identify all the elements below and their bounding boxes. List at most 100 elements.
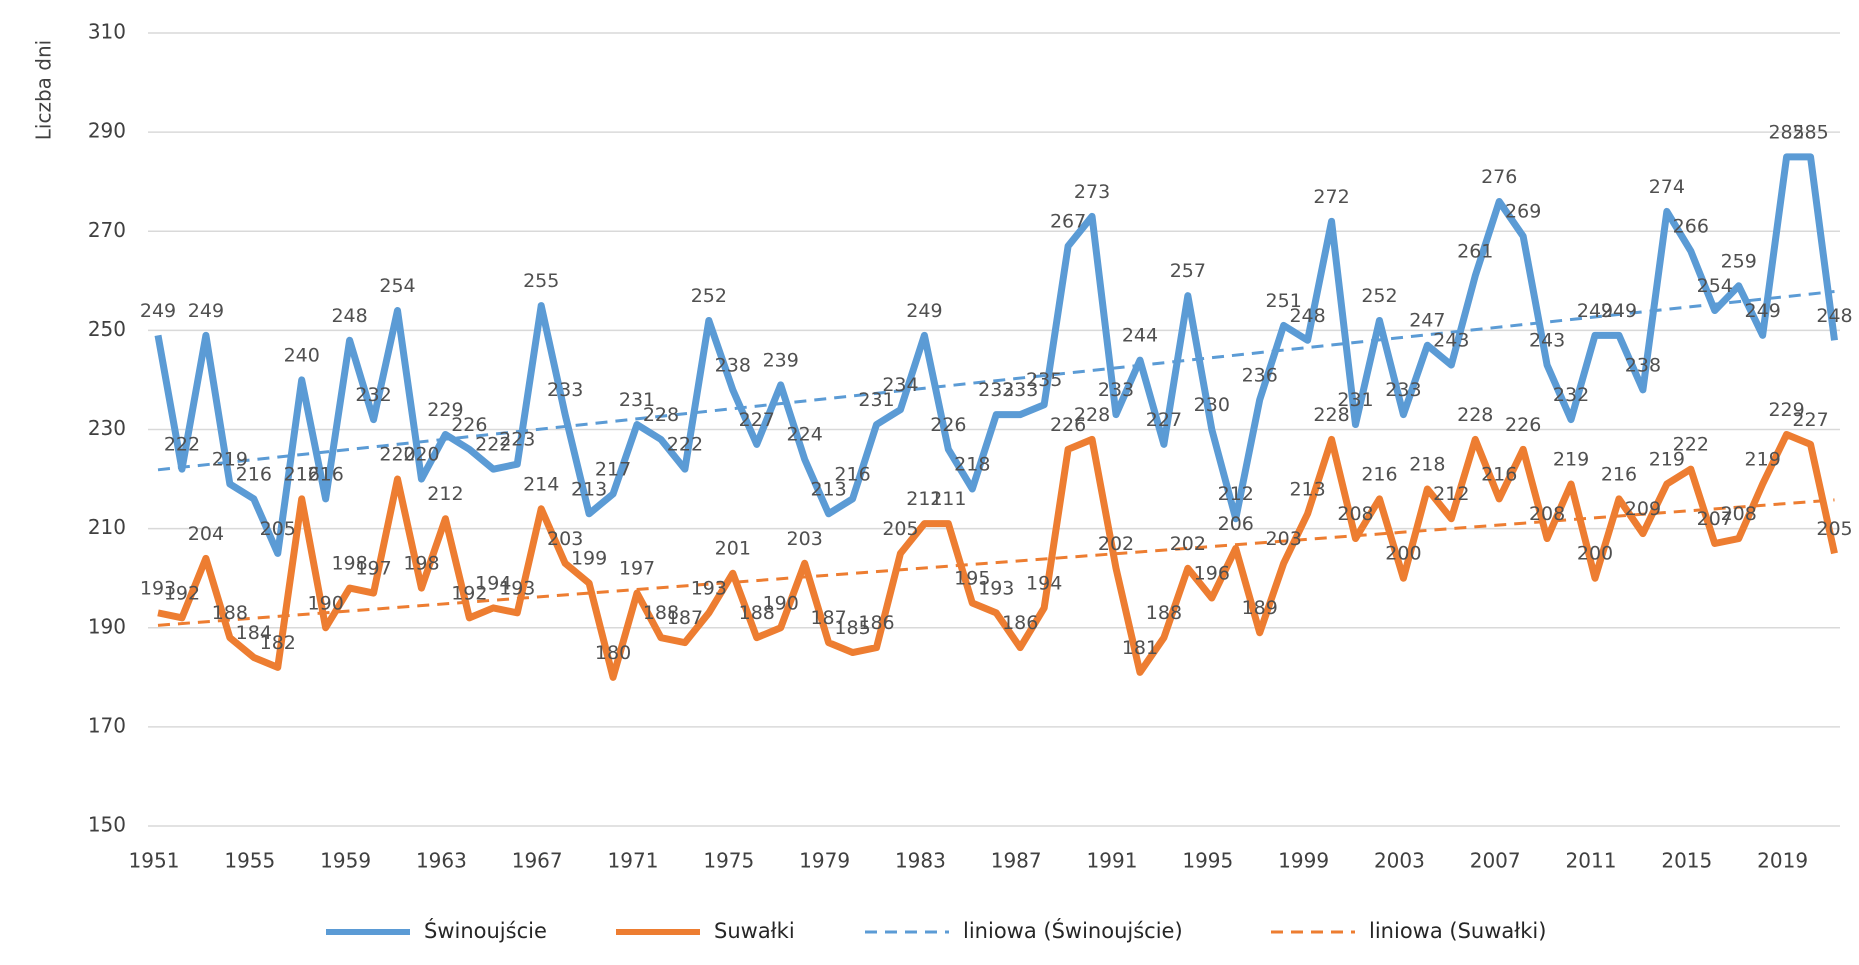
data-label: 252 <box>691 285 727 307</box>
data-label: 244 <box>1122 325 1158 347</box>
data-label: 285 <box>1768 121 1804 143</box>
data-label: 184 <box>236 622 272 644</box>
data-label: 233 <box>547 379 583 401</box>
data-label: 216 <box>284 463 320 485</box>
data-label: 189 <box>1242 597 1278 619</box>
data-label: 269 <box>1505 201 1541 223</box>
y-tick-label: 150 <box>88 813 126 837</box>
data-label: 236 <box>1242 364 1278 386</box>
data-label: 205 <box>260 518 296 540</box>
data-label: 193 <box>499 577 535 599</box>
data-label: 219 <box>1553 449 1589 471</box>
y-tick-label: 230 <box>88 416 126 440</box>
data-label: 208 <box>1337 503 1373 525</box>
data-label: 249 <box>188 300 224 322</box>
data-label: 249 <box>1601 300 1637 322</box>
data-label: 226 <box>1050 414 1086 436</box>
data-label: 195 <box>954 567 990 589</box>
data-label: 272 <box>1313 186 1349 208</box>
legend-label: liniowa (Suwałki) <box>1369 919 1546 943</box>
data-label: 247 <box>1409 310 1445 332</box>
x-tick-label: 2003 <box>1374 849 1425 873</box>
y-tick-label: 250 <box>88 317 126 341</box>
data-label: 249 <box>140 300 176 322</box>
data-label: 274 <box>1649 176 1685 198</box>
series-line <box>154 153 1838 557</box>
data-label: 214 <box>523 473 559 495</box>
legend-label: Suwałki <box>714 919 795 943</box>
trendline <box>157 289 1835 472</box>
data-label: 190 <box>308 592 344 614</box>
data-label: 232 <box>1553 384 1589 406</box>
data-label: 252 <box>1361 285 1397 307</box>
data-label: 222 <box>164 434 200 456</box>
x-tick-label: 1951 <box>129 849 180 873</box>
data-label: 202 <box>1170 533 1206 555</box>
data-label: 197 <box>355 558 391 580</box>
x-tick-label: 1967 <box>512 849 563 873</box>
legend-label: Świnoujście <box>424 918 547 943</box>
data-label: 206 <box>1218 513 1254 535</box>
data-label: 216 <box>834 463 870 485</box>
data-label: 194 <box>1026 572 1062 594</box>
x-tick-label: 2007 <box>1470 849 1521 873</box>
y-tick-label: 170 <box>88 713 126 737</box>
data-label: 243 <box>1529 330 1565 352</box>
data-label: 181 <box>1122 637 1158 659</box>
y-tick-label: 270 <box>88 218 126 242</box>
data-label: 240 <box>284 344 320 366</box>
data-label: 224 <box>787 424 823 446</box>
data-label: 196 <box>1194 563 1230 585</box>
data-label: 180 <box>595 642 631 664</box>
data-label: 193 <box>691 577 727 599</box>
x-tick-label: 2015 <box>1661 849 1712 873</box>
data-label: 219 <box>1649 449 1685 471</box>
data-label: 261 <box>1457 240 1493 262</box>
data-label: 243 <box>1433 330 1469 352</box>
legend-label: liniowa (Świnoujście) <box>963 918 1183 943</box>
data-label: 185 <box>834 617 870 639</box>
data-label: 226 <box>1505 414 1541 436</box>
data-label: 186 <box>1002 612 1038 634</box>
data-label: 216 <box>1601 463 1637 485</box>
data-label: 187 <box>810 607 846 629</box>
data-label: 229 <box>427 399 463 421</box>
x-tick-label: 1991 <box>1087 849 1138 873</box>
x-tick-label: 1975 <box>703 849 754 873</box>
data-label: 273 <box>1074 181 1110 203</box>
data-label: 219 <box>1745 449 1781 471</box>
x-tick-label: 1963 <box>416 849 467 873</box>
data-label: 226 <box>930 414 966 436</box>
data-label: 231 <box>858 389 894 411</box>
data-label: 198 <box>331 553 367 575</box>
data-label: 220 <box>379 444 415 466</box>
data-label: 182 <box>260 632 296 654</box>
y-tick-label: 190 <box>88 614 126 638</box>
data-label: 232 <box>355 384 391 406</box>
x-tick-label: 1999 <box>1278 849 1329 873</box>
data-label: 267 <box>1050 211 1086 233</box>
data-label: 231 <box>619 389 655 411</box>
y-axis-title: Liczba dni <box>32 40 56 140</box>
data-label: 194 <box>475 572 511 594</box>
data-label: 186 <box>858 612 894 634</box>
x-tick-label: 1987 <box>991 849 1042 873</box>
data-label: 216 <box>308 463 344 485</box>
data-label: 188 <box>739 602 775 624</box>
data-label: 226 <box>451 414 487 436</box>
data-label: 213 <box>810 478 846 500</box>
data-label: 209 <box>1625 498 1661 520</box>
data-label: 248 <box>331 305 367 327</box>
x-tick-label: 1983 <box>895 849 946 873</box>
data-label: 216 <box>1361 463 1397 485</box>
data-label: 204 <box>188 523 224 545</box>
data-label: 233 <box>1002 379 1038 401</box>
data-label: 228 <box>1074 404 1110 426</box>
data-label: 218 <box>954 453 990 475</box>
data-label: 222 <box>1673 434 1709 456</box>
data-label: 198 <box>403 553 439 575</box>
data-label: 238 <box>1625 354 1661 376</box>
data-label: 249 <box>906 300 942 322</box>
data-label: 212 <box>1433 483 1469 505</box>
